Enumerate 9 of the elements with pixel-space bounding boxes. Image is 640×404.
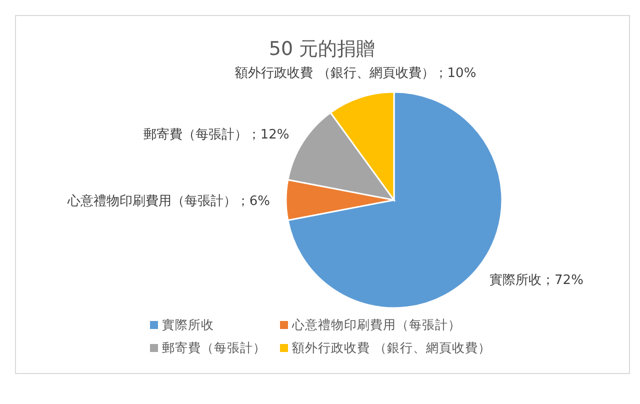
data-label: 額外行政收費 （銀行、網頁收費）；10% xyxy=(235,66,476,82)
data-label: 實際所收；72% xyxy=(490,273,584,288)
legend-label: 心意禮物印刷費用（每張計） xyxy=(291,317,461,332)
legend-label: 額外行政收費 （銀行、網頁收費） xyxy=(292,340,491,355)
legend-label: 郵寄費（每張計） xyxy=(162,340,266,355)
data-label: 郵寄費（每張計）；12% xyxy=(143,126,290,143)
chart-title: 50 元的捐贈 xyxy=(268,38,376,60)
data-label: 心意禮物印刷費用（每張計）；6% xyxy=(66,193,270,209)
legend-label: 實際所收 xyxy=(162,317,214,332)
